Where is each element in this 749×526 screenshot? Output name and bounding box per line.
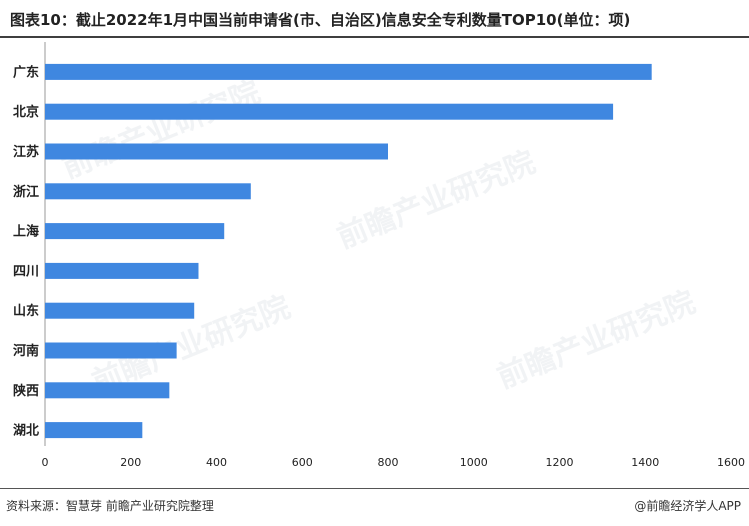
x-tick-label: 800 [378, 456, 399, 469]
x-tick-label: 1200 [546, 456, 574, 469]
x-tick-label: 200 [120, 456, 141, 469]
bar-4 [45, 223, 225, 240]
bar-2 [45, 143, 388, 160]
x-tick-label: 1000 [460, 456, 488, 469]
bar-chart: 广东北京江苏浙江上海四川山东河南陕西湖北 0 200 400 600 800 1000 120… [0, 38, 749, 488]
source-note: 资料来源：智慧芽 前瞻产业研究院整理 [6, 499, 214, 513]
category-label: 江苏 [13, 144, 39, 160]
bar-1 [45, 103, 614, 120]
category-label: 山东 [13, 303, 39, 319]
category-label: 四川 [13, 264, 39, 279]
bar-9 [45, 422, 143, 439]
title-divider [0, 36, 749, 38]
x-tick-label: 1400 [631, 456, 659, 469]
bar-6 [45, 302, 195, 319]
bar-5 [45, 262, 199, 279]
brand-label: @前瞻经济学人APP [634, 499, 741, 513]
bar-8 [45, 382, 170, 399]
bar-3 [45, 183, 251, 200]
x-tick-label: 0 [42, 456, 49, 469]
category-label: 上海 [13, 224, 39, 240]
category-label: 陕西 [13, 383, 39, 399]
bar-0 [45, 63, 652, 80]
footer-divider [0, 488, 749, 489]
chart-title: 图表10：截止2022年1月中国当前申请省(市、自治区)信息安全专利数量TOP1… [10, 11, 631, 29]
category-label: 北京 [13, 104, 39, 120]
x-tick-label: 600 [292, 456, 313, 469]
category-label: 湖北 [13, 424, 39, 439]
x-tick-label: 400 [206, 456, 227, 469]
bar-7 [45, 342, 177, 359]
x-tick-label: 1600 [717, 456, 745, 469]
category-label: 河南 [13, 343, 39, 359]
category-label: 广东 [13, 64, 39, 80]
category-label: 浙江 [13, 184, 39, 200]
